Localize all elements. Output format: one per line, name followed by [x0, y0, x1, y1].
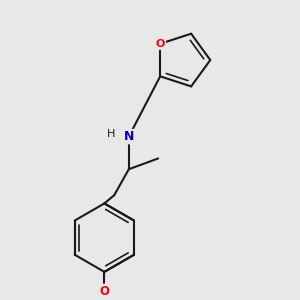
- Text: O: O: [99, 285, 110, 298]
- Text: H: H: [107, 129, 115, 139]
- Text: N: N: [124, 130, 134, 143]
- Text: O: O: [155, 39, 165, 49]
